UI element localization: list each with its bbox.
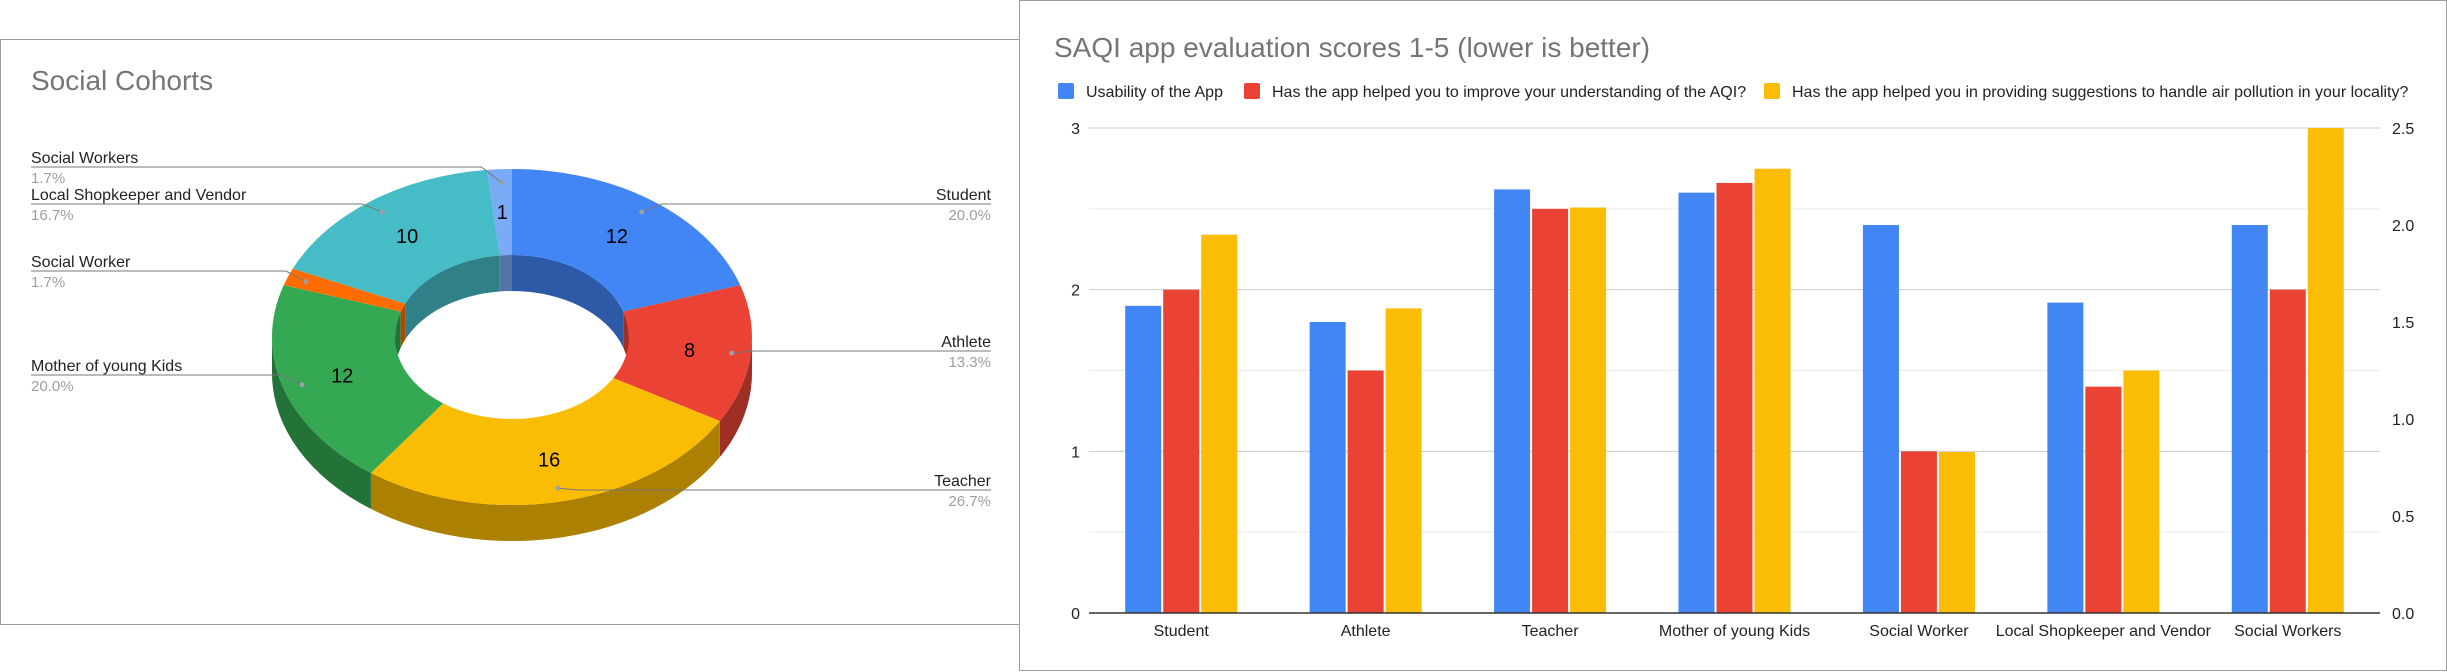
bar [1347,370,1384,613]
pie-chart-title: Social Cohorts [31,65,214,96]
legend-label: Has the app helped you in providing sugg… [1792,84,2409,101]
bar [1309,322,1346,613]
leader-dot [299,382,305,388]
bar [2307,128,2344,613]
legend-swatch [1058,83,1074,99]
slice-name-label: Teacher [934,473,992,490]
slice-value-label: 10 [396,226,418,248]
donut-slice [283,268,406,312]
leader-line [31,166,502,184]
bar [2231,225,2268,613]
bar [1163,289,1200,613]
social-cohorts-chart-panel: Social Cohorts 12 8 16 12 10 1 Student 20.0% Ath… [0,39,1021,625]
bar [1532,208,1569,614]
y-right-tick-label: 0.5 [2392,509,2414,526]
bar [1201,234,1238,613]
slice-value-label: 16 [538,449,560,471]
donut-inner-wall [499,255,512,292]
leader-dot [639,209,645,215]
donut-slice [272,285,444,473]
donut-slice [486,169,512,256]
leader-dot [555,485,561,491]
bar [1570,207,1607,614]
y-left-tick-label: 0 [1071,606,1080,623]
slice-value-label: 12 [606,226,628,248]
slice-name-label: Mother of young Kids [31,358,182,375]
y-right-tick-label: 1.5 [2392,315,2414,332]
donut-side-wall [719,337,752,457]
leader-line [31,374,303,386]
bar [1494,189,1531,613]
donut-inner-wall [405,255,500,340]
bar-chart: 0 1 2 3 0.0 0.5 1.0 1.5 2.0 2.5 Student Athlete Teac… [1058,83,2414,640]
slice-value-label: 8 [684,340,695,362]
leader-line [31,270,307,283]
leader-dot [303,279,309,285]
y-left-tick-label: 3 [1071,121,1080,138]
leader-dot [498,180,504,186]
y-right-tick-label: 1.0 [2392,412,2414,429]
bar [1900,451,1937,613]
x-tick-label: Social Workers [2234,623,2341,640]
leader-line [731,350,991,354]
y-right-tick-label: 2.5 [2392,121,2414,138]
x-tick-label: Mother of young Kids [1659,623,1810,640]
donut-slice [512,169,741,312]
bar [1385,308,1422,613]
slice-name-label: Social Workers [31,150,138,167]
x-tick-label: Athlete [1341,623,1391,640]
bar [2269,289,2306,613]
slice-name-label: Social Worker [31,254,131,271]
x-tick-label: Teacher [1522,623,1580,640]
donut-slice [613,285,752,421]
legend-label: Usability of the App [1086,84,1223,101]
x-tick-label: Social Worker [1869,623,1969,640]
bar [1125,305,1162,613]
slice-name-label: Local Shopkeeper and Vendor [31,187,247,204]
slice-percent-label: 26.7% [948,493,991,510]
legend-label: Has the app helped you to improve your u… [1272,84,1746,101]
slice-value-label: 12 [331,366,353,388]
bar [1678,192,1715,613]
y-right-tick-label: 2.0 [2392,218,2414,235]
slice-percent-label: 13.3% [948,354,991,371]
leader-line [641,203,991,213]
bar [1754,168,1791,614]
slice-value-label: 1 [497,202,508,224]
leader-line [557,487,991,491]
leader-dot [729,350,735,356]
y-left-tick-label: 1 [1071,444,1080,461]
slice-percent-label: 1.7% [31,274,65,291]
leader-dot [379,209,385,215]
slice-percent-label: 20.0% [31,378,74,395]
bar [2047,302,2084,613]
bar [1716,182,1753,613]
slice-percent-label: 20.0% [948,207,991,224]
slice-percent-label: 1.7% [31,170,65,187]
donut-slice [370,378,720,505]
legend-swatch [1764,83,1780,99]
bar [2085,386,2122,613]
donut-slice [292,169,500,304]
bar [2123,370,2160,613]
leader-line [31,203,383,213]
x-tick-label: Local Shopkeeper and Vendor [1996,623,2212,640]
saqi-scores-chart-panel: SAQI app evaluation scores 1-5 (lower is… [1019,0,2447,671]
slice-name-label: Student [936,187,992,204]
donut-side-wall [272,337,371,509]
donut-chart: 12 8 16 12 10 1 Student 20.0% Athlete 13.3% Teache… [31,150,992,541]
x-tick-label: Student [1154,623,1210,640]
y-left-tick-label: 2 [1071,283,1080,300]
slice-percent-label: 16.7% [31,207,74,224]
bar [1862,225,1899,613]
y-right-tick-label: 0.0 [2392,606,2414,623]
bar-chart-title: SAQI app evaluation scores 1-5 (lower is… [1054,32,1651,63]
donut-side-wall [370,421,720,541]
slice-name-label: Athlete [941,334,991,351]
donut-inner-wall [512,255,624,348]
legend-swatch [1244,83,1260,99]
donut-inner-wall [400,303,406,348]
bar [1938,451,1975,613]
